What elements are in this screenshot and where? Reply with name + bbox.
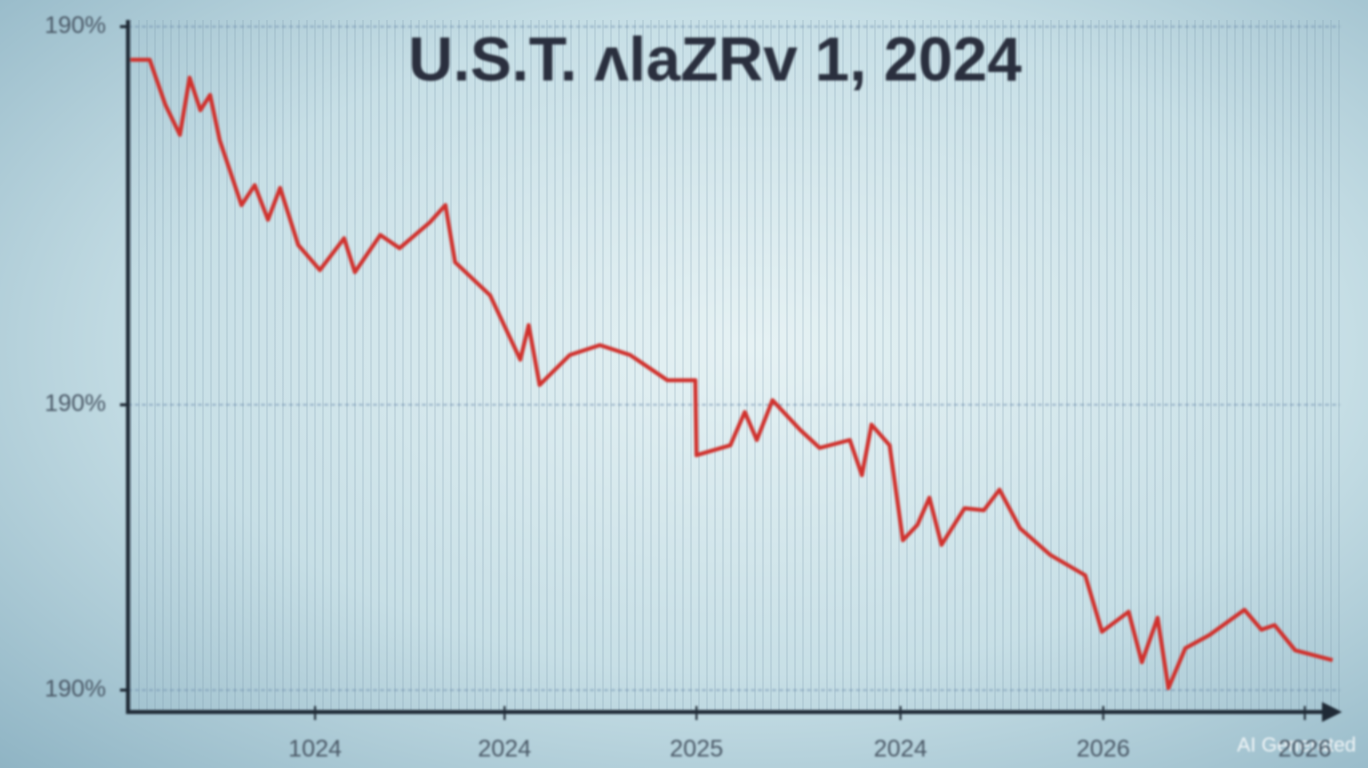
y-tick-label: 190%	[45, 675, 106, 702]
x-tick-label: 2026	[1278, 735, 1331, 762]
x-tick-label: 2026	[1077, 735, 1130, 762]
watermark: AI Generated	[1237, 734, 1356, 756]
chart-title: U.S.T. ʌlaZRv 1, 2024	[408, 25, 1022, 94]
x-tick-label: 2025	[670, 735, 723, 762]
background-stripes	[130, 20, 1340, 710]
x-tick-label: 1024	[288, 735, 341, 762]
y-tick-label: 190%	[45, 390, 106, 417]
data-line	[130, 57, 1334, 691]
axis-arrow	[1322, 702, 1342, 722]
x-tick-label: 2024	[874, 735, 927, 762]
y-tick-label: 190%	[45, 12, 106, 39]
x-tick-label: 2024	[478, 735, 531, 762]
